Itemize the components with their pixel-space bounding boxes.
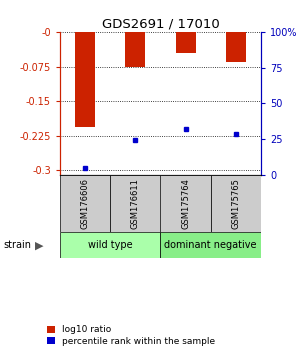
Text: ▶: ▶ bbox=[34, 240, 43, 250]
Text: strain: strain bbox=[3, 240, 31, 250]
Text: GSM176611: GSM176611 bbox=[131, 178, 140, 229]
Text: dominant negative: dominant negative bbox=[164, 240, 257, 250]
Bar bbox=[110, 175, 160, 232]
Bar bbox=[60, 175, 110, 232]
Bar bbox=[176, 32, 196, 53]
Legend: log10 ratio, percentile rank within the sample: log10 ratio, percentile rank within the … bbox=[46, 325, 215, 346]
Bar bbox=[211, 175, 261, 232]
Text: GSM175765: GSM175765 bbox=[231, 178, 240, 229]
Bar bbox=[125, 32, 146, 67]
Bar bbox=[75, 32, 95, 127]
Text: wild type: wild type bbox=[88, 240, 133, 250]
Text: GSM175764: GSM175764 bbox=[181, 178, 190, 229]
Bar bbox=[160, 175, 211, 232]
Bar bbox=[60, 232, 160, 258]
Text: GSM176606: GSM176606 bbox=[81, 178, 90, 229]
Bar bbox=[160, 232, 261, 258]
Bar bbox=[226, 32, 246, 62]
Title: GDS2691 / 17010: GDS2691 / 17010 bbox=[102, 18, 219, 31]
